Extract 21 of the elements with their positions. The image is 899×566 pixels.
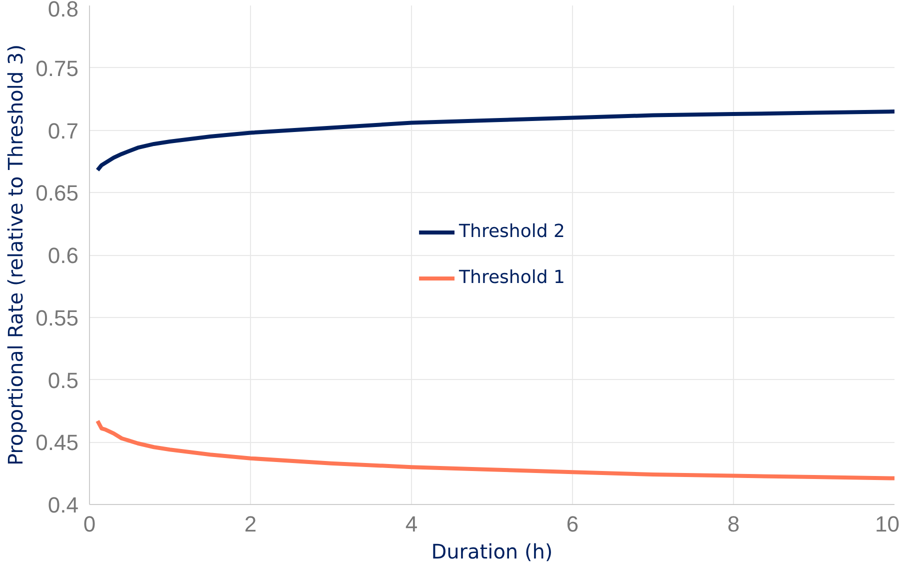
x-tick-label: 4 bbox=[405, 512, 418, 536]
x-tick-label: 10 bbox=[875, 512, 899, 536]
line-series bbox=[96, 418, 894, 480]
y-tick-label: 0.4 bbox=[48, 492, 79, 518]
y-tick-label: 0.65 bbox=[36, 180, 79, 206]
y-tick-label: 0.55 bbox=[36, 305, 79, 330]
line-series bbox=[96, 110, 894, 172]
x-axis-title: Duration (h) bbox=[431, 540, 553, 564]
y-tick-label: 0.5 bbox=[48, 368, 79, 393]
legend-label: Threshold 1 bbox=[459, 267, 565, 288]
y-tick-label: 0.7 bbox=[48, 118, 79, 144]
y-tick-label: 0.8 bbox=[48, 0, 79, 22]
legend-label: Threshold 2 bbox=[459, 221, 565, 242]
y-tick-label: 0.6 bbox=[48, 243, 79, 268]
y-axis-title: Proportional Rate (relative to Threshold 3) bbox=[4, 44, 28, 466]
y-tick-label: 0.75 bbox=[36, 56, 79, 81]
x-tick-label: 0 bbox=[83, 512, 96, 536]
y-tick-label: 0.45 bbox=[36, 430, 79, 456]
x-tick-label: 8 bbox=[727, 512, 740, 536]
x-tick-label: 2 bbox=[244, 512, 257, 536]
x-tick-label: 6 bbox=[566, 512, 579, 536]
